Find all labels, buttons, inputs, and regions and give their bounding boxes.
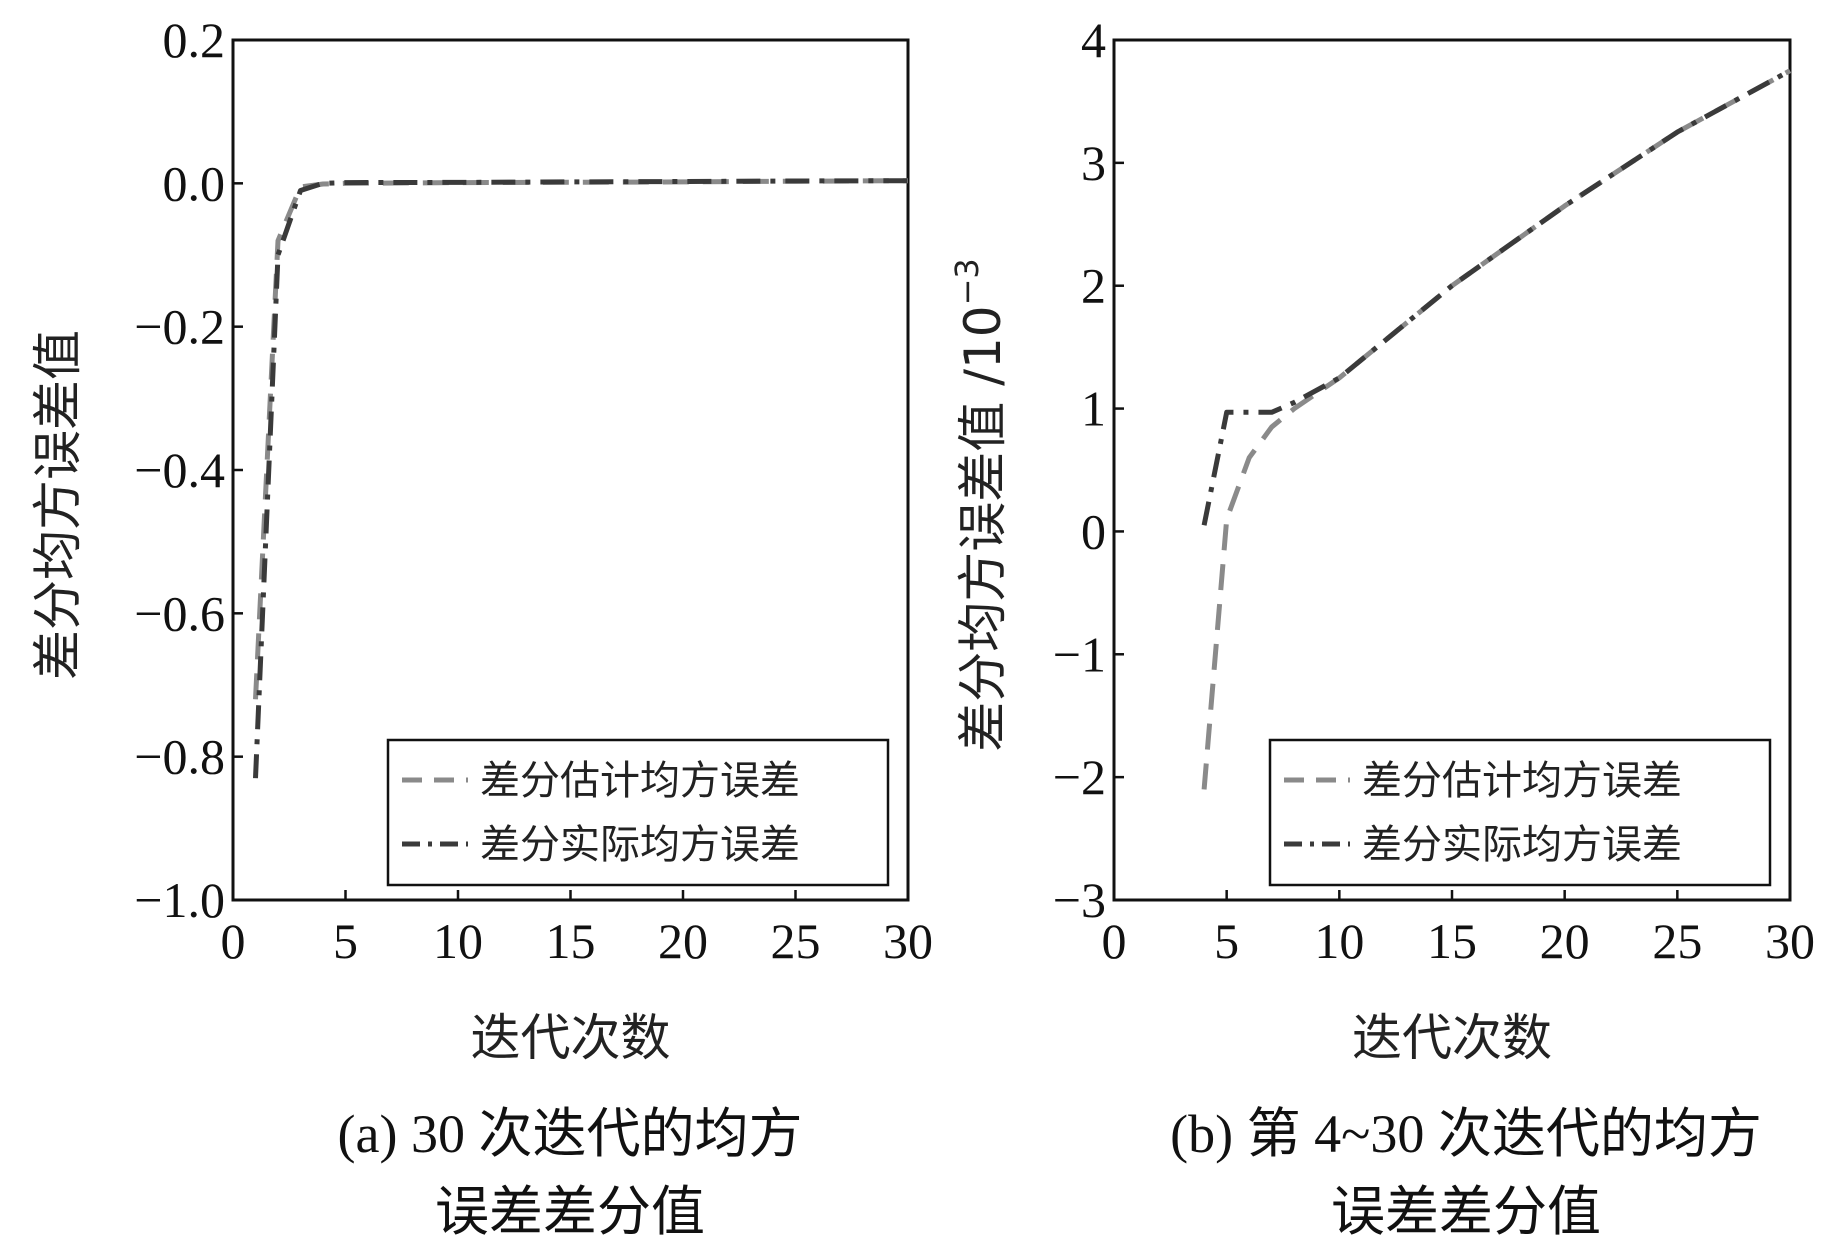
x-tick-label: 20 (658, 913, 708, 969)
x-tick-label: 20 (1540, 913, 1590, 969)
panel-caption-line-2: 误差差分值 (435, 1182, 705, 1242)
y-axis-label: 差分均方误差值 /10−3 (948, 258, 1012, 752)
legend-box (1268, 738, 1772, 887)
y-tick-label: 2 (1081, 258, 1106, 314)
x-tick-label: 30 (883, 913, 933, 969)
y-tick-label: −0.4 (134, 442, 225, 498)
legend-label-2: 差分实际均方误差 (480, 822, 800, 868)
panel-caption-line-2: 误差差分值 (1331, 1182, 1601, 1242)
y-axis-label-exponent: −3 (948, 258, 986, 305)
x-tick-label: 5 (333, 913, 358, 969)
y-axis-label-text: 差分均方误差值 /10 (954, 305, 1012, 751)
chart-panel-b: 0 5 10 15 20 25 3043210−1−2−3差分估计均方误差差分实际均方误差迭… (948, 12, 1815, 1242)
panel-caption-line-1: (b) 第 4~30 次迭代的均方 (1170, 1104, 1762, 1164)
series-line-2 (1201, 68, 1792, 526)
x-tick-label: 15 (1427, 913, 1477, 969)
legend-label-2: 差分实际均方误差 (1362, 822, 1682, 868)
y-tick-label: −0.2 (134, 299, 225, 355)
y-tick-label: 0 (1081, 503, 1106, 559)
y-tick-label: 3 (1081, 135, 1106, 191)
panel-caption-line-1: (a) 30 次迭代的均方 (338, 1104, 803, 1164)
x-tick-label: 25 (1652, 913, 1702, 969)
y-tick-label: 1 (1081, 381, 1106, 437)
x-tick-label: 15 (546, 913, 596, 969)
x-tick-label: 5 (1214, 913, 1239, 969)
y-tick-label: −2 (1053, 749, 1106, 805)
x-tick-label: 30 (1765, 913, 1815, 969)
y-axis-label: 差分均方误差值 (29, 330, 87, 680)
y-tick-label: 4 (1081, 12, 1106, 68)
y-tick-label: −0.6 (134, 585, 225, 641)
series-line-1 (253, 178, 909, 700)
x-tick-label: 25 (771, 913, 821, 969)
x-tick-label: 10 (1314, 913, 1364, 969)
legend-label-1: 差分估计均方误差 (480, 758, 800, 804)
y-tick-label: −1.0 (134, 872, 225, 928)
y-tick-label: −0.8 (134, 729, 225, 785)
x-tick-label: 0 (221, 913, 246, 969)
legend-label-1: 差分估计均方误差 (1362, 758, 1682, 804)
y-tick-label: 0.2 (163, 12, 226, 68)
x-axis-label: 迭代次数 (1352, 1009, 1552, 1067)
y-axis-label-text: 差分均方误差值 (29, 330, 87, 680)
x-axis-label: 迭代次数 (471, 1009, 671, 1067)
chart-panel-a: 0 5 10 15 20 25 30 0.2 0.0 −0.2 −0.4 −0.6 −0.8 −1.0 差分… (29, 12, 933, 1242)
legend-box (386, 738, 890, 887)
series-line-1 (1201, 68, 1792, 790)
series-line-2 (253, 178, 909, 779)
x-tick-label: 10 (433, 913, 483, 969)
x-tick-label: 0 (1102, 913, 1127, 969)
y-tick-label: −1 (1053, 626, 1106, 682)
y-tick-label: 0.0 (163, 155, 226, 211)
y-tick-label: −3 (1053, 872, 1106, 928)
